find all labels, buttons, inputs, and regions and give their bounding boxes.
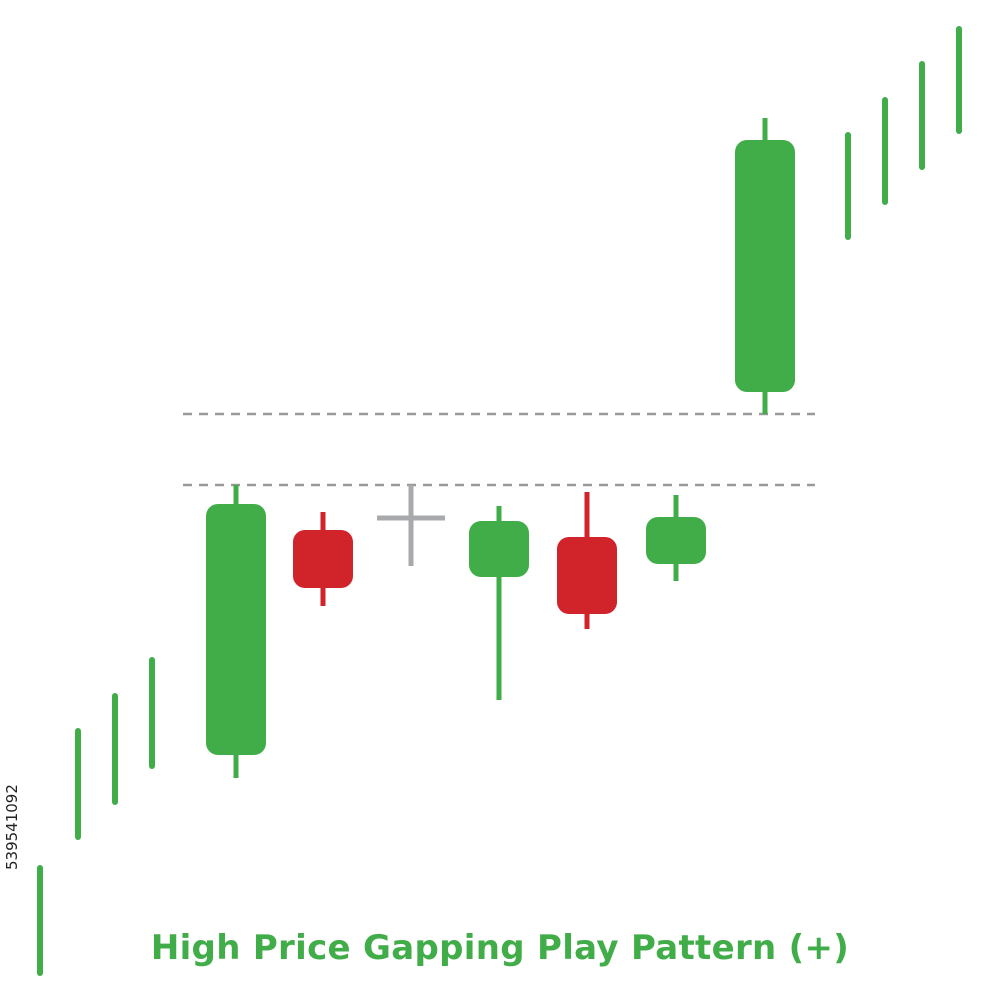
candle-10-body — [646, 517, 706, 564]
candle-11-body — [735, 140, 795, 392]
candle-6-body — [293, 530, 353, 588]
candle-9-body — [557, 537, 617, 614]
candle-5-body — [206, 504, 266, 755]
chart-title: High Price Gapping Play Pattern (+) — [150, 928, 850, 968]
stock-id-label: 539541092 — [3, 784, 21, 870]
candle-8-body — [469, 521, 529, 577]
